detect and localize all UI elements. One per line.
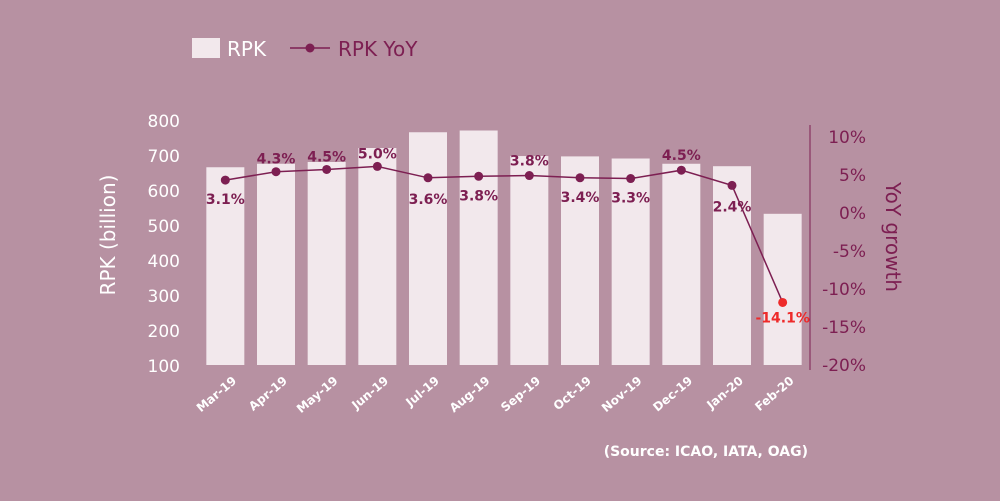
y-tick-label: 100	[148, 357, 180, 377]
x-tick-label: Dec-19	[650, 374, 695, 415]
bar-rpk	[206, 167, 245, 365]
y2-tick-label: 5%	[839, 166, 866, 186]
data-label-yoy: 2.4%	[713, 199, 752, 215]
x-tick-label: Feb-20	[752, 374, 796, 414]
point-rpk-yoy	[524, 171, 534, 181]
y-tick-label: 300	[148, 287, 180, 307]
data-label-yoy: 3.8%	[510, 154, 549, 170]
x-tick-label: Aug-19	[447, 374, 493, 416]
y-tick-label: 500	[148, 217, 180, 237]
x-tick-label: Jan-20	[703, 374, 746, 413]
point-rpk-yoy	[626, 174, 636, 184]
y-tick-label: 700	[148, 147, 180, 167]
legend-rpk-label: RPK	[227, 37, 267, 61]
point-rpk-yoy	[271, 167, 281, 177]
point-rpk-yoy	[220, 175, 230, 185]
x-tick-label: Nov-19	[599, 374, 645, 415]
source-note: (Source: ICAO, IATA, OAG)	[603, 444, 808, 460]
legend-yoy-label: RPK YoY	[338, 37, 418, 61]
point-rpk-yoy	[322, 164, 332, 174]
y2-tick-label: 0%	[839, 204, 866, 224]
point-rpk-yoy	[474, 171, 484, 181]
data-label-yoy: 5.0%	[358, 146, 397, 162]
y2-tick-label: -20%	[822, 356, 866, 376]
bar-rpk	[713, 166, 751, 365]
data-label-yoy: 3.4%	[561, 190, 600, 206]
point-rpk-yoy	[423, 173, 433, 183]
data-label-yoy: -14.1%	[755, 310, 809, 326]
point-rpk-yoy	[727, 180, 737, 190]
legend-yoy-marker	[305, 43, 315, 53]
bar-rpk	[510, 156, 549, 365]
data-label-yoy: 4.3%	[257, 152, 296, 168]
y2-tick-label: -15%	[822, 318, 866, 338]
bar-rpk	[459, 130, 498, 365]
y2-axis-title: YoY growth	[881, 181, 905, 292]
x-tick-label: Apr-19	[246, 374, 290, 414]
y-tick-label: 400	[148, 252, 180, 272]
data-label-yoy: 3.3%	[611, 191, 650, 207]
y-tick-label: 800	[148, 112, 180, 132]
bar-rpk	[561, 156, 599, 365]
data-label-yoy: 3.1%	[206, 192, 245, 208]
point-rpk-yoy	[676, 165, 686, 175]
data-label-yoy: 4.5%	[307, 149, 346, 165]
bar-rpk	[358, 148, 397, 365]
x-tick-label: Sep-19	[498, 374, 543, 415]
x-tick-label: Jul-19	[402, 374, 441, 410]
legend-rpk-swatch	[192, 38, 220, 58]
x-tick-label: Mar-19	[194, 374, 239, 415]
y-axis-title: RPK (billion)	[96, 175, 120, 296]
bar-rpk	[611, 158, 650, 365]
line-rpk-yoy	[225, 165, 784, 303]
y2-tick-label: -5%	[833, 242, 866, 262]
y2-tick-label: 10%	[828, 128, 866, 148]
x-tick-label: May-19	[294, 374, 341, 416]
data-label-yoy: 4.5%	[662, 148, 701, 164]
bar-rpk	[662, 163, 701, 365]
point-rpk-yoy	[372, 161, 382, 171]
x-tick-label: Oct-19	[551, 374, 594, 413]
bar-rpk	[409, 132, 447, 365]
x-tick-label: Jun-19	[348, 374, 391, 413]
y-tick-label: 600	[148, 182, 180, 202]
bar-rpk	[763, 213, 802, 365]
bar-rpk	[257, 163, 295, 365]
bar-rpk	[307, 162, 346, 365]
data-label-yoy: 3.6%	[409, 192, 448, 208]
point-rpk-yoy	[778, 297, 788, 307]
y-tick-label: 200	[148, 322, 180, 342]
point-rpk-yoy	[575, 173, 585, 183]
data-label-yoy: 3.8%	[459, 188, 498, 204]
y2-tick-label: -10%	[822, 280, 866, 300]
